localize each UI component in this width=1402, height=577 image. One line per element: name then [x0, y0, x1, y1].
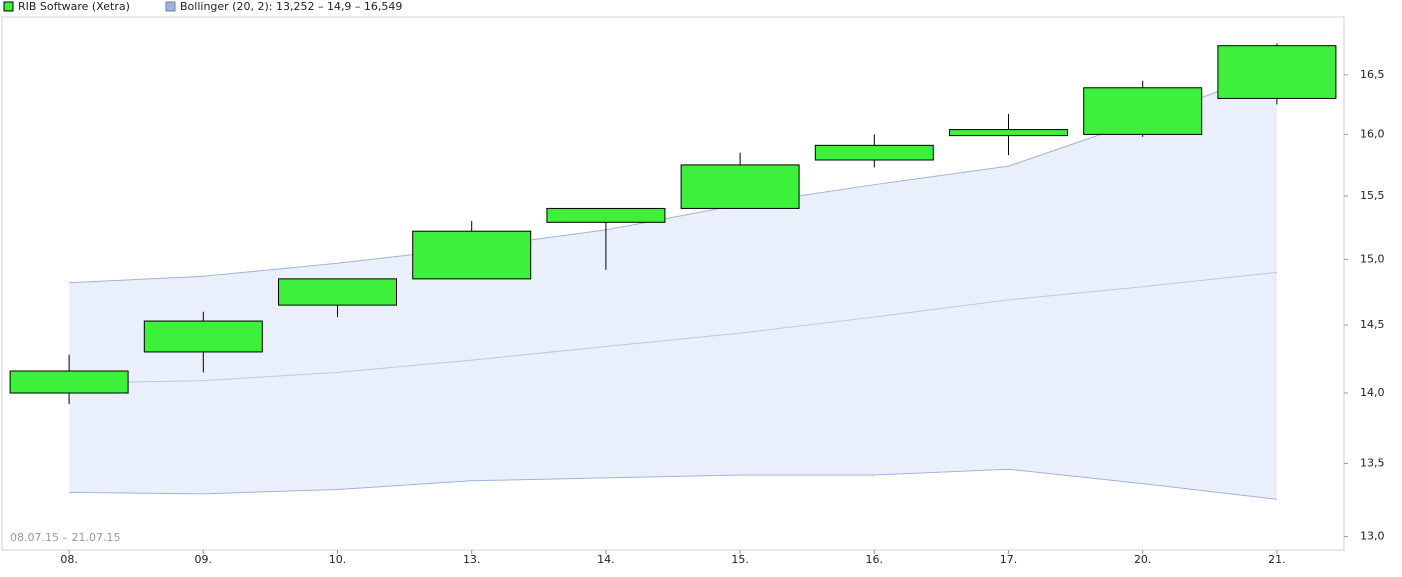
x-tick-label: 20. [1134, 553, 1152, 566]
date-range: 08.07.15 – 21.07.15 [10, 531, 120, 544]
y-tick-label: 15,0 [1360, 252, 1385, 265]
y-tick-label: 13,0 [1360, 530, 1385, 543]
candle-body [1083, 87, 1203, 135]
candle-body [814, 144, 934, 161]
x-tick-label: 09. [195, 553, 213, 566]
x-tick-label: 08. [60, 553, 78, 566]
y-tick-label: 14,0 [1360, 386, 1385, 399]
y-tick-label: 13,5 [1360, 456, 1385, 469]
candle-body [1217, 45, 1337, 99]
candle-body [546, 207, 666, 223]
legend-swatch [165, 1, 176, 12]
bollinger-band [69, 69, 1277, 500]
x-tick-label: 13. [463, 553, 481, 566]
candle-body [9, 370, 129, 394]
candle-body [680, 164, 800, 209]
y-tick-label: 15,5 [1360, 189, 1385, 202]
x-tick-label: 15. [731, 553, 749, 566]
legend-label: RIB Software (Xetra) [18, 0, 130, 13]
legend-label: Bollinger (20, 2): 13,252 – 14,9 – 16,54… [180, 0, 402, 13]
bollinger-lower [69, 468, 1277, 500]
candle-body [278, 278, 397, 306]
x-tick-label: 21. [1268, 553, 1286, 566]
candle-body [949, 129, 1068, 137]
legend-swatch [3, 1, 14, 12]
x-tick-label: 14. [597, 553, 615, 566]
y-tick-label: 16,5 [1360, 68, 1385, 81]
candle-body [143, 320, 263, 353]
x-tick-label: 16. [866, 553, 884, 566]
x-tick-label: 17. [1000, 553, 1018, 566]
bollinger-upper [69, 68, 1278, 284]
candle-body [412, 230, 532, 280]
y-tick-label: 16,0 [1360, 127, 1385, 140]
y-tick-label: 14,5 [1360, 318, 1385, 331]
x-tick-label: 10. [329, 553, 347, 566]
bollinger-middle [69, 271, 1277, 384]
